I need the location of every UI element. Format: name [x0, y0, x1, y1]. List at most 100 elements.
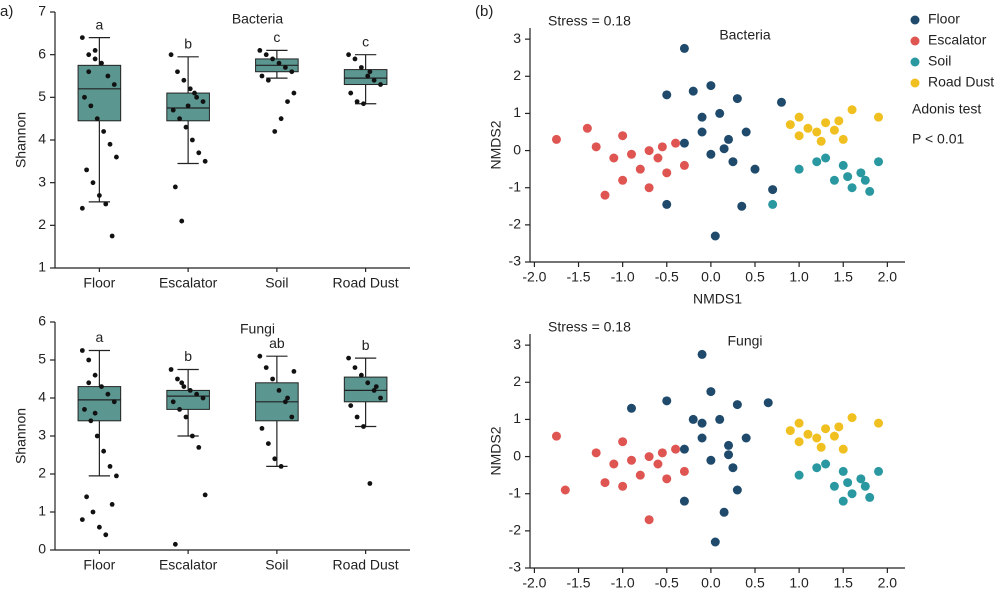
data-point: [378, 395, 383, 401]
data-point: [348, 90, 354, 96]
data-point: [168, 52, 174, 58]
data-point: [352, 365, 358, 370]
data-point: [560, 485, 570, 495]
y-tick-label: 2: [38, 465, 46, 481]
data-point: [803, 123, 813, 133]
data-point: [278, 116, 284, 122]
x-tick-label: Soil: [265, 275, 288, 291]
data-point: [679, 444, 689, 454]
x-tick-label: Floor: [83, 275, 115, 291]
data-point: [371, 77, 377, 83]
x-tick-label: Road Dust: [333, 557, 399, 573]
data-point: [257, 48, 263, 53]
data-point: [200, 395, 206, 401]
data-point: [618, 131, 628, 141]
data-point: [609, 459, 619, 469]
data-point: [88, 103, 94, 109]
data-point: [109, 502, 115, 507]
data-point: [843, 478, 853, 488]
data-point: [794, 418, 804, 428]
x-tick-label: 1.5: [834, 575, 854, 591]
data-point: [794, 164, 804, 174]
data-point: [732, 485, 742, 495]
data-point: [103, 201, 109, 207]
data-point: [662, 168, 672, 178]
x-tick-label: -0.5: [655, 269, 679, 285]
data-point: [263, 365, 269, 370]
data-point: [821, 424, 831, 434]
data-point: [750, 164, 760, 174]
data-point: [189, 433, 195, 439]
data-point: [270, 376, 276, 382]
data-point: [626, 403, 636, 413]
y-tick-label: -3: [509, 559, 522, 575]
data-point: [697, 112, 707, 122]
data-point: [168, 367, 174, 372]
data-point: [609, 153, 619, 163]
data-point: [843, 172, 853, 182]
x-tick-label: Escalator: [159, 275, 218, 291]
data-point: [874, 466, 884, 476]
data-point: [847, 489, 857, 499]
data-point: [741, 127, 751, 137]
significance-letter: c: [273, 29, 280, 45]
data-point: [354, 99, 360, 104]
data-point: [82, 94, 87, 100]
data-point: [194, 391, 200, 397]
data-point: [272, 129, 278, 134]
x-tick-label: 2.0: [878, 269, 898, 285]
data-point: [114, 473, 119, 479]
data-point: [196, 150, 202, 156]
data-point: [289, 414, 295, 420]
data-point: [653, 459, 663, 469]
data-point: [626, 455, 636, 465]
data-point: [794, 437, 804, 447]
data-point: [103, 532, 109, 538]
data-point: [187, 388, 193, 393]
chart-title: Fungi: [727, 333, 762, 349]
significance-letter: b: [184, 348, 192, 364]
data-point: [257, 353, 263, 359]
data-point: [697, 433, 707, 443]
data-point: [834, 422, 844, 432]
data-point: [706, 149, 716, 159]
data-point: [79, 35, 85, 40]
data-point: [285, 395, 290, 401]
data-point: [361, 424, 366, 429]
data-point: [618, 437, 628, 447]
x-tick-label: -0.5: [655, 575, 679, 591]
x-tick-label: -2.0: [522, 269, 546, 285]
data-point: [285, 99, 290, 104]
panel-label: (b): [475, 3, 493, 20]
y-tick-label: 4: [38, 389, 46, 405]
data-point: [346, 355, 351, 361]
data-point: [582, 123, 592, 133]
data-point: [172, 541, 178, 547]
data-point: [259, 73, 265, 79]
data-point: [741, 433, 751, 443]
y-tick-label: -2: [509, 522, 522, 538]
data-point: [109, 233, 115, 239]
data-point: [768, 199, 778, 209]
data-point: [86, 69, 92, 75]
data-point: [821, 459, 831, 469]
data-point: [688, 414, 698, 424]
x-tick-label: Escalator: [159, 557, 218, 573]
panel-label: a): [0, 3, 13, 20]
data-point: [679, 160, 689, 170]
x-tick-label: -2.0: [522, 575, 546, 591]
data-point: [847, 413, 857, 423]
x-tick-label: -1.0: [611, 269, 635, 285]
data-point: [679, 496, 689, 506]
data-point: [365, 380, 371, 386]
data-point: [838, 444, 848, 454]
data-point: [829, 175, 839, 185]
y-tick-label: 0: [513, 447, 521, 463]
data-point: [263, 52, 269, 58]
significance-letter: b: [362, 337, 370, 353]
data-point: [192, 90, 197, 96]
data-point: [175, 376, 180, 382]
legend-swatch: [910, 15, 920, 25]
data-point: [732, 94, 742, 104]
